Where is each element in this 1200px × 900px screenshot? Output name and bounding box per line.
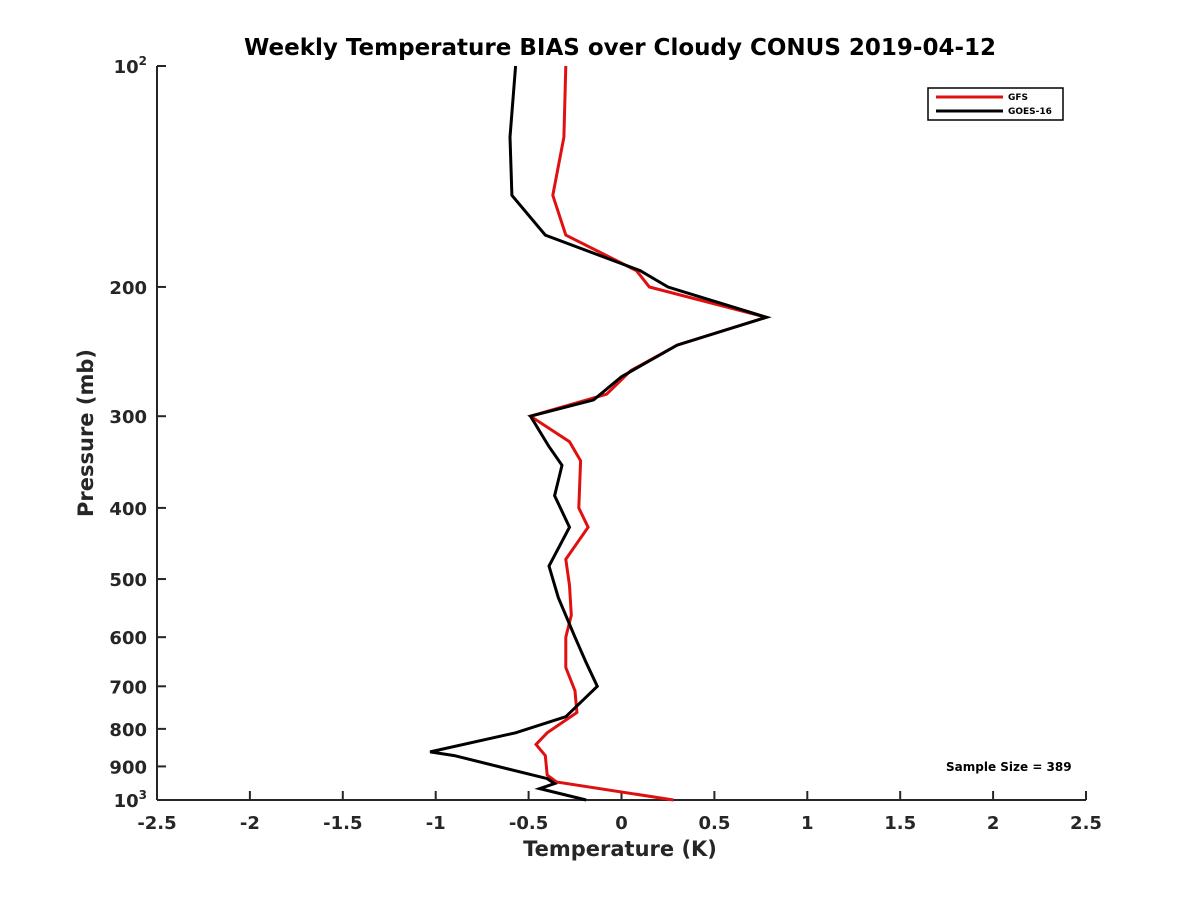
x-tick-label: 2.5 [1070,813,1102,834]
legend-label-goes16: GOES-16 [1008,107,1052,117]
y-tick-label: 300 [109,407,147,428]
series-line-gfs [526,65,772,802]
x-tick-label: 1 [801,813,814,834]
legend-label-gfs: GFS [1008,93,1028,103]
y-tick-label: 200 [109,278,147,299]
x-tick-label: -1 [426,813,446,834]
axis-ticks: -2.5 -2 -1.5 -1 -0.5 0 0.5 1 1.5 2 2.5102200300400… [109,54,1102,834]
x-axis-label: Temperature (K) [523,837,717,861]
x-tick-label: 0 [615,813,628,834]
y-tick-label: 500 [109,570,147,591]
x-tick-label: -2.5 [137,813,176,834]
legend: GFS GOES-16 [927,87,1064,121]
y-tick-label: 400 [109,499,147,520]
x-tick-label: 0.5 [698,813,730,834]
x-tick-label: 1.5 [884,813,916,834]
y-tick-label: 800 [109,720,147,741]
chart-title: Weekly Temperature BIAS over Cloudy CONU… [244,35,996,61]
legend-box [927,87,1064,121]
y-tick-exponent: 3 [139,788,147,802]
series-line-goes16 [429,65,772,802]
y-tick-label: 103 [114,788,147,812]
x-tick-label: -2 [240,813,260,834]
y-tick-label: 600 [109,628,147,649]
x-tick-label: -1.5 [323,813,362,834]
y-tick-label: 102 [114,54,147,78]
y-tick-label: 900 [109,757,147,778]
series-lines [429,65,772,802]
y-axis-label: Pressure (mb) [74,349,98,517]
y-tick-base: 10 [114,57,139,78]
sample-size-annotation: Sample Size = 389 [946,760,1072,774]
y-tick-base: 10 [114,791,139,812]
y-tick-exponent: 2 [139,54,147,68]
y-tick-label: 700 [109,677,147,698]
x-tick-label: 2 [987,813,1000,834]
x-tick-label: -0.5 [509,813,548,834]
